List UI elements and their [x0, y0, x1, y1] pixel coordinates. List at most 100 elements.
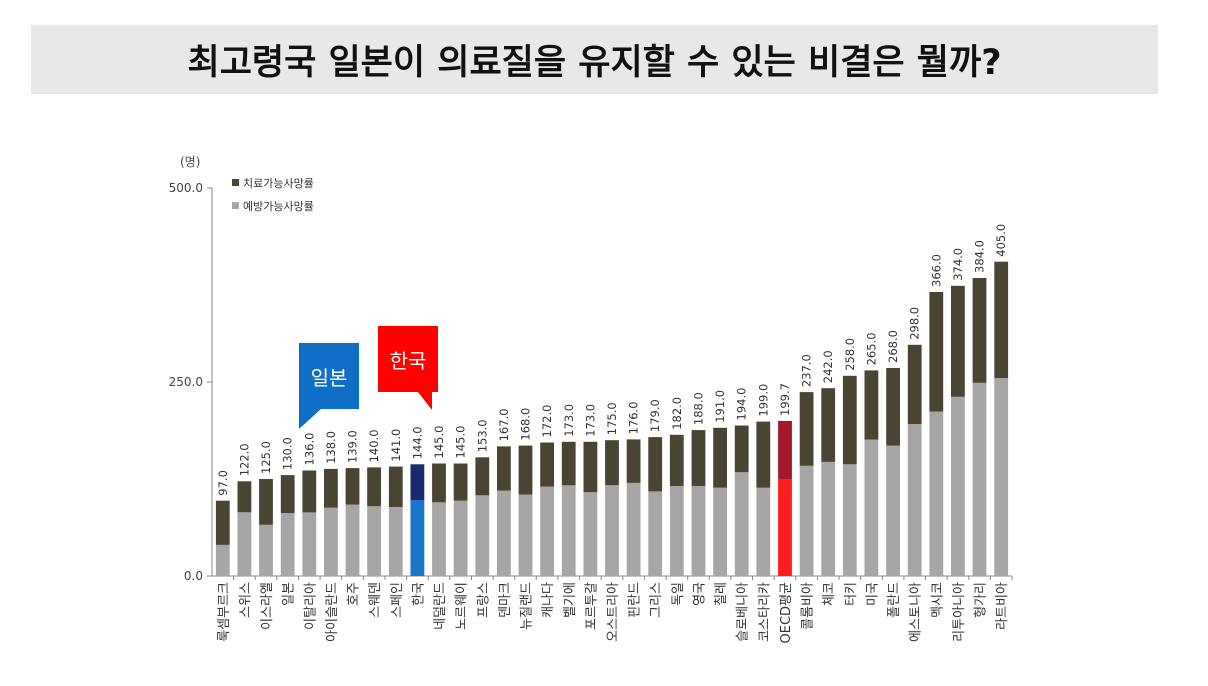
bar-treatable	[648, 437, 663, 492]
korea-callout: 한국	[378, 326, 438, 410]
value-label: 140.0	[367, 429, 381, 462]
bar-treatable	[540, 442, 554, 487]
category-label: 에스토니아	[909, 582, 924, 642]
bar-treatable	[280, 475, 295, 514]
category-label: 오스트리아	[606, 582, 621, 642]
bar-treatable	[821, 388, 836, 462]
category-label: 터키	[844, 582, 859, 606]
bar-preventable	[259, 524, 273, 576]
bar-treatable	[691, 430, 706, 486]
value-label: 173.0	[562, 404, 576, 437]
bar-preventable	[626, 482, 641, 576]
category-label: 그리스	[649, 582, 664, 618]
value-label: 199.0	[756, 384, 770, 417]
category-label: 리투아니아	[952, 582, 967, 642]
bar-preventable	[756, 487, 771, 576]
value-label: 122.0	[237, 443, 251, 476]
bar-preventable	[799, 465, 814, 576]
category-label: 네덜란드	[433, 582, 448, 630]
category-label: 코스타리카	[757, 582, 772, 642]
value-label: 176.0	[627, 401, 641, 434]
value-label: 199.7	[778, 383, 792, 416]
page-title: 최고령국 일본이 의료질을 유지할 수 있는 비결은 뭘까?	[187, 43, 1002, 83]
value-label: 153.0	[475, 419, 489, 452]
category-label: 일본	[282, 582, 297, 606]
category-label: 노르웨이	[455, 582, 470, 630]
category-label: 영국	[693, 582, 708, 606]
category-label: 아이슬란드	[325, 582, 340, 642]
value-label: 191.0	[713, 390, 727, 423]
bar-preventable	[518, 494, 533, 576]
category-label: 캐나다	[541, 582, 556, 618]
bar-preventable	[669, 486, 684, 576]
category-label: 한국	[411, 582, 426, 606]
bar-treatable	[907, 344, 922, 424]
bar-treatable	[367, 467, 381, 507]
legend: 치료가능사망률 예방가능사망률	[232, 177, 314, 213]
bar-preventable	[864, 439, 879, 576]
category-label: 호주	[347, 582, 362, 606]
value-label: 130.0	[281, 437, 295, 470]
bar-treatable	[237, 481, 252, 513]
bar-treatable	[345, 468, 360, 505]
category-label: 룩셈부르크	[217, 582, 232, 642]
bar-preventable	[734, 472, 749, 576]
bar-treatable	[864, 370, 879, 440]
bar-preventable	[648, 491, 663, 576]
japan-callout-label: 일본	[310, 365, 348, 390]
value-label: 145.0	[432, 426, 446, 459]
bars-group: 97.0 룩셈부르크 122.0 스위스 125.0 이스라엘 130.0 일본 136.0 이탈…	[216, 224, 1013, 643]
bar-treatable	[518, 445, 533, 495]
bar-preventable	[388, 506, 403, 576]
value-label: 175.0	[605, 402, 619, 435]
bar-treatable	[756, 421, 771, 488]
bar-preventable	[497, 490, 511, 576]
value-label: 136.0	[302, 433, 316, 466]
category-label: 이탈리아	[303, 582, 318, 630]
legend-swatch-preventable	[232, 202, 239, 209]
value-label: 139.0	[346, 430, 360, 463]
bar-treatable	[842, 375, 857, 465]
value-label: 188.0	[692, 392, 706, 425]
bar-preventable	[951, 396, 965, 576]
bar-preventable	[821, 461, 836, 576]
category-label: 덴마크	[498, 582, 513, 618]
value-label: 194.0	[735, 388, 749, 421]
value-label: 145.0	[454, 426, 468, 459]
value-label: 268.0	[886, 330, 900, 363]
category-label: 이스라엘	[260, 582, 275, 630]
value-label: 172.0	[540, 405, 554, 438]
bar-preventable	[280, 513, 295, 576]
bar-treatable	[453, 463, 468, 501]
bar-preventable	[345, 504, 360, 576]
bar-treatable	[324, 468, 338, 508]
bar-treatable	[583, 441, 598, 493]
category-label: 프랑스	[476, 582, 491, 618]
value-label: 167.0	[497, 408, 511, 441]
bar-preventable	[432, 502, 446, 576]
bar-treatable	[713, 427, 727, 488]
bar-treatable	[972, 278, 987, 383]
category-label: 폴란드	[887, 582, 902, 618]
bar-preventable	[540, 486, 554, 576]
bar-preventable	[691, 486, 706, 576]
value-label: 374.0	[951, 248, 965, 281]
title-banner: 최고령국 일본이 의료질을 유지할 수 있는 비결은 뭘까?	[31, 25, 1158, 94]
bar-preventable	[324, 507, 338, 576]
bar-preventable	[302, 512, 317, 576]
category-label: 헝가리	[974, 582, 989, 618]
bar-preventable	[475, 495, 490, 576]
value-label: 179.0	[648, 399, 662, 432]
value-label: 265.0	[865, 332, 879, 365]
bar-preventable	[237, 512, 252, 576]
bar-treatable	[626, 439, 641, 483]
category-label: 독일	[671, 582, 686, 606]
value-label: 168.0	[519, 408, 533, 441]
bar-preventable	[410, 500, 425, 576]
value-label: 138.0	[324, 431, 338, 464]
bar-preventable	[453, 500, 468, 576]
bar-preventable	[907, 423, 922, 576]
value-label: 125.0	[259, 441, 273, 474]
category-label: 미국	[866, 582, 881, 606]
